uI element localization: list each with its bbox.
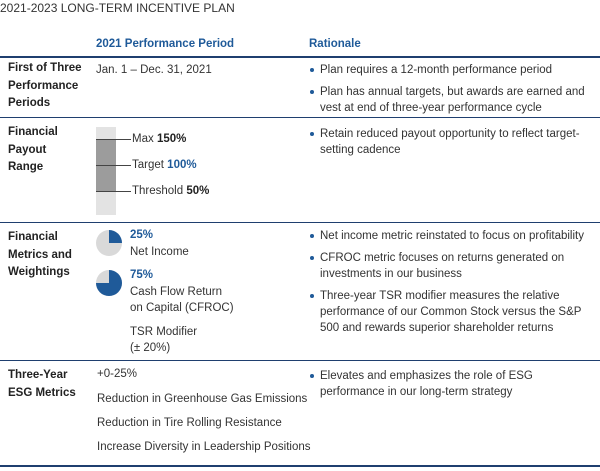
esg-item: Reduction in Greenhouse Gas Emissions <box>97 393 308 405</box>
rationale-list-periods: Plan requires a 12-month performance per… <box>309 62 599 122</box>
tsr-modifier-line: (± 20%) <box>130 342 171 354</box>
row-label-esg: Three-Year ESG Metrics <box>8 367 88 402</box>
cfroc-weight: 75% <box>130 269 154 281</box>
row-label-line: Performance <box>8 79 79 92</box>
esg-item: +0-25% <box>97 368 137 380</box>
cfroc-label-line: on Capital (CFROC) <box>130 302 234 314</box>
rationale-bullet: Elevates and emphasizes the role of ESG … <box>309 368 599 400</box>
page-title: 2021-2023 LONG-TERM INCENTIVE PLAN <box>0 1 235 15</box>
row-label-line: Financial <box>8 231 58 243</box>
net-income-weight: 25% <box>130 229 154 241</box>
row-label-line: Periods <box>8 97 51 109</box>
row-label-line: ESG Metrics <box>8 386 76 399</box>
max-label: Max 150% <box>132 133 187 145</box>
column-header-rationale: Rationale <box>309 38 361 50</box>
esg-item: Reduction in Tire Rolling Resistance <box>97 417 282 429</box>
cfroc-slice <box>96 270 122 296</box>
cfroc-pie-icon <box>96 270 122 296</box>
rationale-bullet: Three-year TSR modifier measures the rel… <box>309 288 599 336</box>
row-label-line: Payout <box>8 143 47 156</box>
footer-rule <box>0 465 600 467</box>
threshold-label: Threshold 50% <box>132 185 210 197</box>
row-label-line: Range <box>8 161 44 173</box>
net-income-label: Net Income <box>130 246 189 258</box>
esg-item: Increase Diversity in Leadership Positio… <box>97 441 311 453</box>
net-income-slice <box>109 230 122 243</box>
row-label-line: Metrics and <box>8 248 72 261</box>
row-divider <box>0 360 600 361</box>
row-label-line: Financial <box>8 126 58 138</box>
target-label: Target 100% <box>132 159 197 171</box>
tsr-modifier-line: TSR Modifier <box>130 326 198 338</box>
row-label-line: Three-Year <box>8 369 68 381</box>
rationale-bullet: Retain reduced payout opportunity to ref… <box>309 126 599 158</box>
rationale-bullet: CFROC metric focuses on returns generate… <box>309 250 599 282</box>
header-rule <box>0 56 600 58</box>
row-label-line: First of Three <box>8 62 82 74</box>
target-line <box>96 165 131 166</box>
row-label-line: Weightings <box>8 266 70 278</box>
row-label-payout: Financial Payout Range <box>8 124 88 177</box>
net-income-pie-icon <box>96 230 122 256</box>
rationale-bullet: Net income metric reinstated to focus on… <box>309 228 599 244</box>
rationale-bullet: Plan requires a 12-month performance per… <box>309 62 599 78</box>
threshold-line <box>96 191 131 192</box>
cfroc-label: Cash Flow Return on Capital (CFROC) <box>130 284 234 316</box>
row-label-periods: First of Three Performance Periods <box>8 60 88 113</box>
row-divider <box>0 117 600 118</box>
max-line <box>96 139 131 140</box>
column-header-period: 2021 Performance Period <box>96 38 235 50</box>
period-dates: Jan. 1 – Dec. 31, 2021 <box>96 64 212 76</box>
rationale-list-esg: Elevates and emphasizes the role of ESG … <box>309 368 599 406</box>
rationale-list-metrics: Net income metric reinstated to focus on… <box>309 228 599 342</box>
rationale-bullet: Plan has annual targets, but awards are … <box>309 84 599 116</box>
tsr-modifier: TSR Modifier (± 20%) <box>130 324 197 356</box>
rationale-list-payout: Retain reduced payout opportunity to ref… <box>309 126 599 164</box>
cfroc-label-line: Cash Flow Return <box>130 286 223 298</box>
row-divider <box>0 222 600 223</box>
row-label-metrics: Financial Metrics and Weightings <box>8 229 88 282</box>
